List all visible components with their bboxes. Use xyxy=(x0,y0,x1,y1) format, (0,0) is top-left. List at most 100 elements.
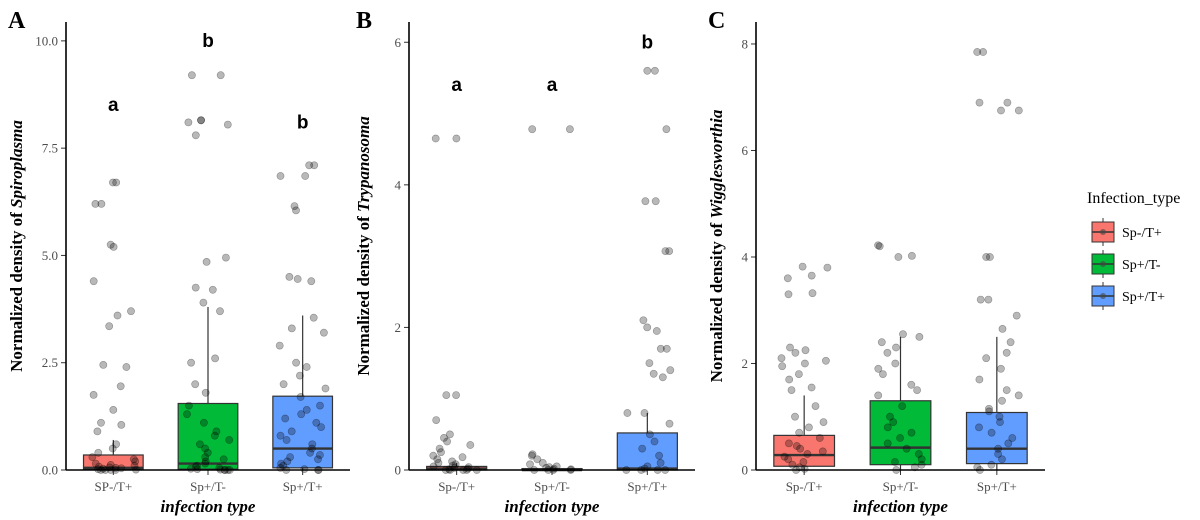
data-point xyxy=(94,465,102,473)
data-point xyxy=(984,295,993,304)
data-point xyxy=(1002,348,1011,357)
significance-letter: b xyxy=(202,31,214,52)
data-point xyxy=(109,178,117,187)
data-point xyxy=(448,457,456,466)
y-tick-label: 5.0 xyxy=(42,248,58,263)
data-point xyxy=(808,289,817,298)
data-point xyxy=(874,391,883,400)
x-tick-label: SP-/T+ xyxy=(94,479,132,494)
data-point xyxy=(987,428,996,437)
points-1 xyxy=(777,262,832,474)
data-point xyxy=(526,460,534,469)
data-point xyxy=(1006,338,1015,347)
data-point xyxy=(656,344,665,353)
data-point xyxy=(1014,391,1023,400)
data-point xyxy=(538,458,547,467)
y-tick-label: 6 xyxy=(742,143,749,158)
data-point xyxy=(639,316,648,325)
data-point xyxy=(778,362,787,371)
points-1 xyxy=(88,178,140,474)
data-point xyxy=(191,131,200,140)
data-point xyxy=(641,197,650,206)
data-point xyxy=(994,444,1002,453)
data-point xyxy=(201,444,209,453)
data-point xyxy=(201,459,210,468)
y-tick-label: 8 xyxy=(742,36,749,51)
data-point xyxy=(305,161,314,170)
data-point xyxy=(193,465,202,473)
data-point xyxy=(275,341,284,350)
data-point xyxy=(666,366,675,375)
data-point xyxy=(1003,98,1012,107)
significance-letter: a xyxy=(547,75,558,96)
data-point xyxy=(998,455,1006,464)
points-3 xyxy=(275,161,330,474)
data-point xyxy=(89,390,98,399)
data-point xyxy=(656,458,665,467)
significance-letter: a xyxy=(108,95,119,116)
data-point xyxy=(201,453,210,461)
data-point xyxy=(662,125,671,134)
box-body xyxy=(773,434,836,467)
data-point xyxy=(440,433,448,442)
data-point xyxy=(285,272,294,281)
data-point xyxy=(187,71,196,80)
data-point xyxy=(907,380,916,389)
data-point xyxy=(186,464,195,473)
data-point xyxy=(308,440,317,449)
data-point xyxy=(807,271,816,280)
panel-c: C Normalized density of Wigglesworthia Sp-… xyxy=(707,8,1045,516)
data-point xyxy=(434,458,443,467)
data-point xyxy=(807,383,816,392)
data-point xyxy=(105,322,114,331)
data-point xyxy=(985,407,993,416)
data-point xyxy=(302,363,311,371)
data-point xyxy=(995,412,1004,421)
data-point xyxy=(307,277,316,286)
data-point xyxy=(533,455,542,464)
x-axis-label: infection type xyxy=(161,497,256,516)
box-3 xyxy=(616,412,678,471)
data-point xyxy=(317,423,325,431)
data-point xyxy=(435,444,444,453)
data-point xyxy=(649,369,658,378)
data-point xyxy=(780,452,789,461)
data-point xyxy=(210,431,219,440)
box-body xyxy=(869,400,932,466)
data-point xyxy=(566,125,574,134)
data-point xyxy=(293,275,302,283)
data-point xyxy=(109,242,118,251)
data-point xyxy=(998,396,1006,405)
data-point xyxy=(307,444,316,453)
data-point xyxy=(975,423,983,432)
y-tick-label: 2 xyxy=(395,320,402,335)
y-tick-label: 4 xyxy=(742,249,749,264)
data-point xyxy=(658,373,667,382)
data-point xyxy=(915,332,924,341)
data-point xyxy=(823,263,832,272)
data-point xyxy=(122,363,131,371)
data-point xyxy=(216,71,225,80)
data-point xyxy=(877,338,886,347)
data-point xyxy=(202,257,211,266)
data-point xyxy=(801,346,810,355)
data-point xyxy=(91,459,100,468)
data-point xyxy=(528,450,537,459)
legend-item-1: Sp-/T+ xyxy=(1091,218,1162,246)
data-point xyxy=(105,463,114,472)
data-point xyxy=(908,251,916,260)
data-point xyxy=(1004,439,1013,448)
data-point xyxy=(784,455,793,464)
data-point xyxy=(429,451,438,460)
data-point xyxy=(219,455,228,464)
box-body xyxy=(272,395,334,469)
data-point xyxy=(651,197,660,206)
panels: A Normalized density of Spiroplasma a SP-/T… xyxy=(7,8,1045,516)
data-point xyxy=(883,423,892,432)
y-tick-label: 0 xyxy=(742,463,749,478)
data-point xyxy=(777,354,786,363)
x-tick-label: Sp+/T- xyxy=(190,479,226,494)
data-point xyxy=(314,455,322,464)
data-point xyxy=(302,405,311,414)
box-2 xyxy=(177,306,239,470)
